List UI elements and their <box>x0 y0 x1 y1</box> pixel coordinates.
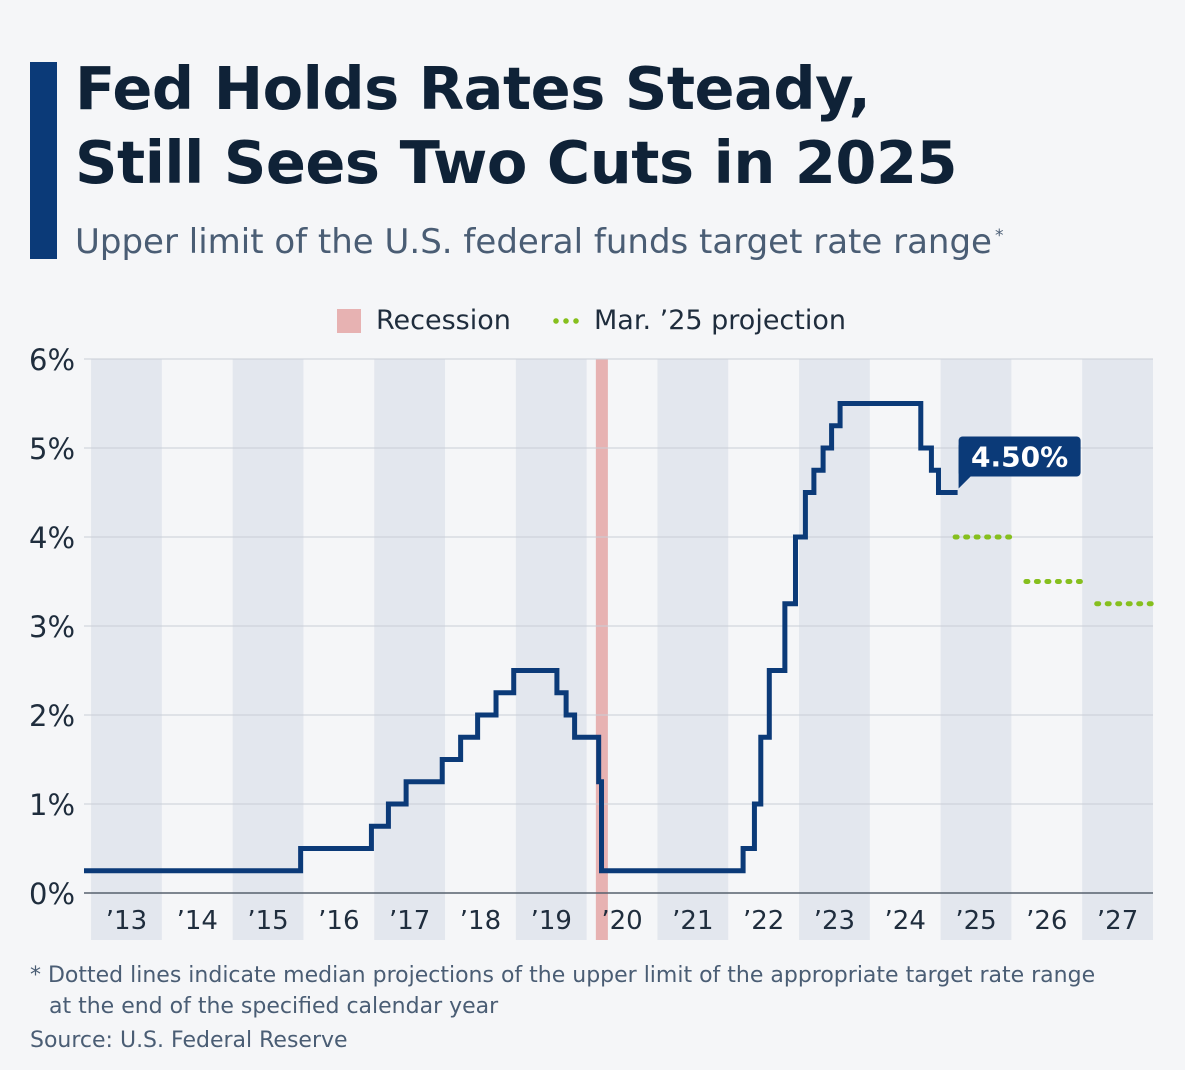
x-tick-label: ’20 <box>601 906 642 936</box>
projection-dot <box>963 534 971 540</box>
rate-line <box>84 401 958 874</box>
x-tick-label: ’14 <box>177 906 218 936</box>
x-tick-label: ’24 <box>885 906 926 936</box>
projection-dot <box>984 534 992 540</box>
y-tick-label: 3% <box>29 610 75 644</box>
chart-subtitle-text: Upper limit of the U.S. federal funds ta… <box>75 222 992 262</box>
recession-band <box>595 359 608 940</box>
year-band <box>374 359 446 940</box>
projection-dot <box>1033 579 1041 584</box>
footnote-line-2: at the end of the specified calendar yea… <box>49 994 499 1019</box>
x-tick-label: ’25 <box>955 906 996 936</box>
x-tick-label: ’13 <box>106 906 147 936</box>
projection-dot <box>1005 534 1013 540</box>
projection-dot <box>1136 601 1144 607</box>
projection-dot <box>994 534 1002 540</box>
x-tick-label: ’19 <box>531 906 572 936</box>
title-accent-bar <box>30 62 57 259</box>
projection-dot <box>1094 601 1102 607</box>
x-tick-label: ’27 <box>1097 906 1138 936</box>
projection-dot <box>1075 579 1083 584</box>
projection-dot <box>1065 579 1073 584</box>
projection-dot <box>1115 601 1123 607</box>
year-band <box>1082 359 1153 940</box>
projection-dot <box>1146 601 1154 607</box>
projection-dot <box>1044 579 1052 584</box>
recession-swatch <box>337 308 361 333</box>
y-tick-label: 1% <box>29 788 75 822</box>
projection-dot <box>952 534 960 540</box>
footnote-line-1: * Dotted lines indicate median projectio… <box>30 963 1096 988</box>
projection-swatch <box>551 317 581 324</box>
year-band <box>657 359 729 940</box>
chart-subtitle: Upper limit of the U.S. federal funds ta… <box>75 222 1003 262</box>
x-tick-label: ’17 <box>389 906 430 936</box>
footnote-marker: * <box>994 225 1004 246</box>
x-tick-label: ’15 <box>247 906 288 936</box>
projection-dot <box>1125 601 1133 607</box>
x-tick-label: ’16 <box>318 906 359 936</box>
legend-item-projection: Mar. ’25 projection <box>551 305 846 336</box>
year-band <box>799 359 870 940</box>
value-label-text: 4.50% <box>971 441 1068 474</box>
legend-item-recession: Recession <box>337 305 511 336</box>
year-band <box>91 359 162 940</box>
projection-dot <box>1104 601 1112 607</box>
value-label-box <box>958 436 1081 477</box>
footnote: * Dotted lines indicate median projectio… <box>30 960 1095 1022</box>
y-tick-label: 2% <box>29 699 75 733</box>
legend-label-recession: Recession <box>376 305 511 336</box>
chart-title-line-2: Still Sees Two Cuts in 2025 <box>75 128 958 197</box>
projection-dot <box>1054 579 1062 584</box>
y-tick-label: 5% <box>29 432 75 466</box>
projection-dot <box>1023 579 1031 584</box>
chart-title-line-1: Fed Holds Rates Steady, <box>75 54 871 123</box>
x-tick-label: ’18 <box>460 906 501 936</box>
chart-title: Fed Holds Rates Steady, Still Sees Two C… <box>75 52 958 200</box>
y-tick-label: 4% <box>29 521 75 555</box>
x-tick-label: ’26 <box>1026 906 1067 936</box>
x-tick-label: ’22 <box>743 906 784 936</box>
y-tick-label: 6% <box>29 343 75 377</box>
x-tick-label: ’23 <box>814 906 855 936</box>
y-tick-label: 0% <box>29 877 75 911</box>
source-note: Source: U.S. Federal Reserve <box>30 1028 348 1053</box>
year-band <box>515 359 587 940</box>
year-band <box>232 359 304 940</box>
projection-dot <box>973 534 981 540</box>
legend-label-projection: Mar. ’25 projection <box>594 305 846 336</box>
x-tick-label: ’21 <box>672 906 713 936</box>
